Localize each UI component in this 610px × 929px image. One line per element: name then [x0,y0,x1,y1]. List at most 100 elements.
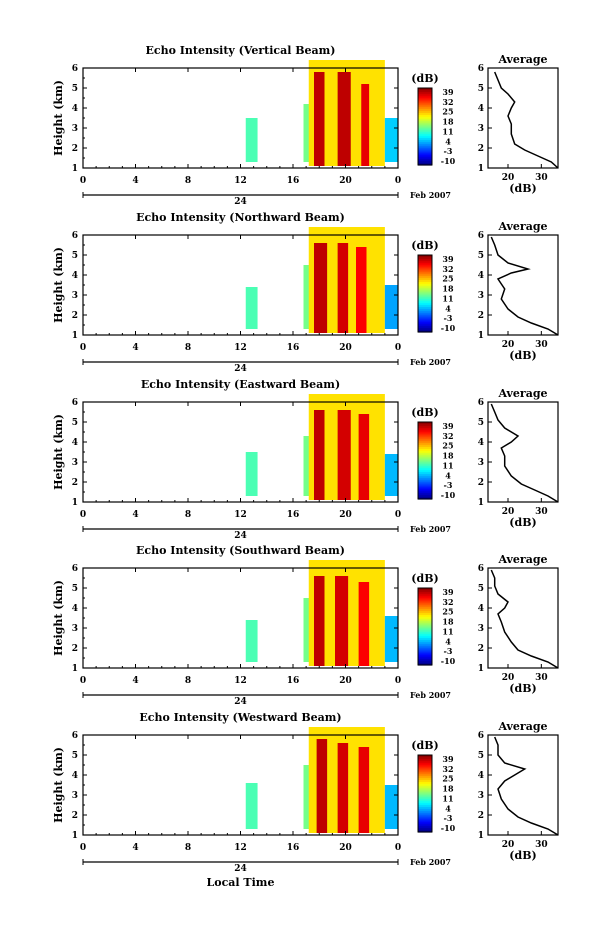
date-label: 24 [234,531,247,541]
y-tick-label: 1 [72,831,78,841]
colorbar-tick-label: 11 [442,293,453,303]
colorbar-cell [418,791,432,795]
colorbar-tick-label: -3 [444,146,453,156]
colorbar-cell [418,645,432,649]
colorbar-tick-label: -10 [441,156,456,166]
colorbar-cell [418,314,432,318]
y-tick-label: 2 [72,811,78,821]
y-axis-label: Height (km) [52,247,65,323]
echo-region [245,452,258,496]
colorbar-cell [418,422,432,425]
panel-title: Echo Intensity (Northward Beam) [136,211,345,224]
average-x-tick-label: 30 [535,340,548,350]
colorbar-cell [418,799,432,802]
colorbar-cell [418,107,432,110]
x-tick-label: 0 [80,510,86,520]
colorbar-tick-label: 4 [445,636,451,646]
colorbar-cell [418,618,432,622]
colorbar-cell [418,758,432,762]
x-tick-label: 0 [80,676,86,686]
echo-band [361,84,370,166]
month-label: Feb 2007 [410,190,451,200]
average-profile-line [494,71,559,169]
colorbar-tick-label: 25 [442,607,453,617]
colorbar-cell [418,159,432,162]
average-frame [487,234,559,336]
colorbar-cell [418,151,432,155]
x-tick-label: 12 [234,343,247,353]
average-x-tick-label: 20 [502,507,515,517]
x-tick-label: 16 [287,510,300,520]
colorbar-frame [417,587,433,666]
colorbar-tick-label: 11 [442,626,453,636]
colorbar-cell [418,278,432,281]
colorbar-cell [418,468,432,471]
colorbar-tick-label: 4 [445,803,451,813]
y-tick-label: 5 [72,251,78,261]
colorbar-cell [418,781,432,785]
colorbar-cell [418,435,432,438]
colorbar-cell [418,628,432,631]
colorbar-cell [418,473,432,477]
colorbar-cell [418,611,432,614]
echo-band [316,739,328,833]
colorbar-cell [418,756,432,760]
colorbar-cell [418,458,432,462]
echo-band [314,576,325,666]
average-frame [487,734,559,836]
colorbar-cell [418,460,432,464]
date-label: 24 [234,364,247,374]
average-x-label: (dB) [509,182,536,195]
colorbar-cell [418,441,432,444]
colorbar-cell [418,820,432,823]
colorbar-cell [418,830,432,833]
average-profile-line [494,736,559,836]
colorbar-cell [418,481,432,485]
colorbar-cell [418,255,432,258]
date-label: 24 [234,197,247,207]
colorbar-cell [418,603,432,606]
colorbar-cell [418,320,432,323]
colorbar-cell [418,431,432,435]
colorbar-cell [418,770,432,773]
colorbar-cell [418,297,432,300]
colorbar-cell [418,439,432,442]
colorbar-tick-label: 32 [442,97,453,107]
colorbar-cell [418,308,432,312]
colorbar-tick-label: -10 [441,823,456,833]
colorbar-cell [418,301,432,304]
x-tick-label: 20 [339,843,352,853]
average-y-tick-label: 5 [478,751,484,761]
colorbar-cell [418,764,432,768]
colorbar-cell [418,801,432,804]
colorbar-label: (dB) [411,739,438,752]
average-y-tick-label: 5 [478,84,484,94]
colorbar-cell [418,591,432,595]
average-y-tick-label: 1 [478,331,484,341]
colorbar-cell [418,609,432,612]
colorbar-cell [418,437,432,440]
colorbar-tick-label: 18 [442,784,454,794]
colorbar-cell [418,128,432,131]
average-y-tick-label: 2 [478,811,484,821]
colorbar-cell [418,812,432,816]
colorbar-cell [418,103,432,106]
echo-band [356,247,367,333]
average-y-tick-label: 6 [478,231,484,241]
x-tick-label: 20 [339,676,352,686]
x-tick-label: 8 [185,676,191,686]
colorbar-cell [418,285,432,289]
average-y-tick-label: 5 [478,584,484,594]
y-tick-label: 4 [72,604,78,614]
colorbar-label: (dB) [411,72,438,85]
x-tick-label: 12 [234,843,247,853]
colorbar-cell [418,768,432,771]
colorbar-cell [418,111,432,114]
colorbar-tick-label: 25 [442,441,453,451]
colorbar-cell [418,597,432,601]
y-tick-label: 5 [72,751,78,761]
colorbar-cell [418,272,432,275]
colorbar-tick-label: 39 [442,587,454,597]
colorbar-cell [418,472,432,475]
colorbar-tick-label: 39 [442,754,454,764]
